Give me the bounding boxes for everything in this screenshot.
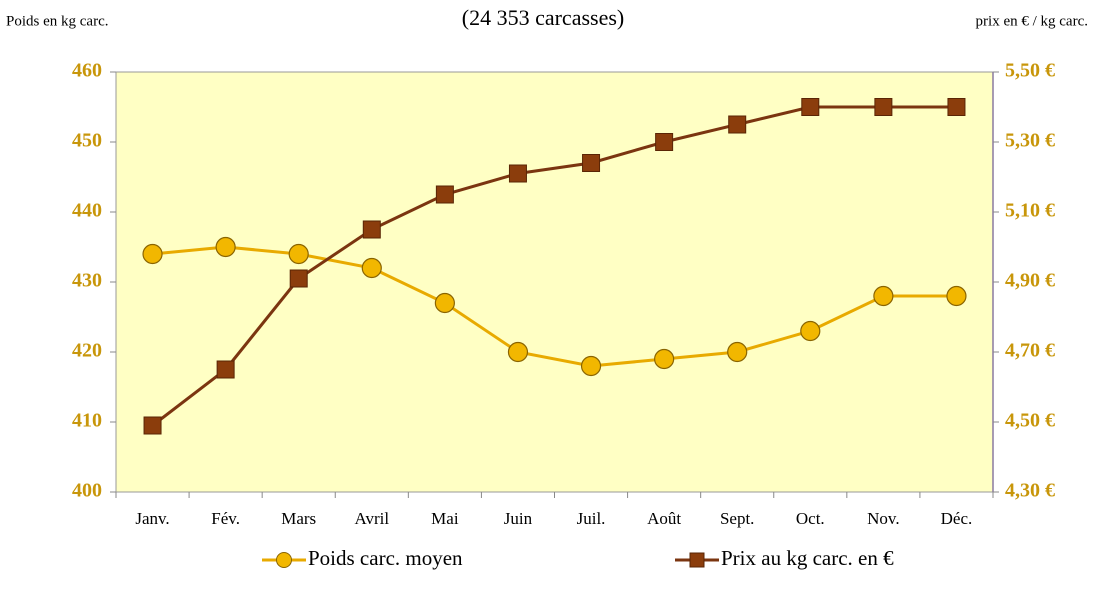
legend-label: Poids carc. moyen bbox=[308, 546, 463, 570]
plot-area bbox=[115, 71, 994, 493]
data-point bbox=[215, 236, 236, 258]
data-point bbox=[727, 341, 748, 363]
x-tick-label: Oct. bbox=[796, 509, 825, 528]
data-point bbox=[580, 355, 602, 377]
x-tick-label: Août bbox=[647, 509, 681, 528]
series-line bbox=[151, 105, 957, 427]
x-tick-label: Déc. bbox=[941, 509, 973, 528]
y-tick-label: 400 bbox=[72, 480, 102, 502]
legend-marker bbox=[689, 552, 705, 568]
x-tick-label: Nov. bbox=[867, 509, 899, 528]
data-point bbox=[508, 164, 527, 183]
x-tick-label: Juin bbox=[504, 509, 533, 528]
y2-axis-label: prix en € / kg carc. bbox=[976, 13, 1088, 29]
data-point bbox=[434, 292, 455, 314]
x-tick-label: Janv. bbox=[135, 509, 169, 528]
legend-marker bbox=[276, 552, 292, 568]
data-point bbox=[216, 360, 235, 379]
y2-tick-label: 5,50 € bbox=[1005, 60, 1055, 82]
y-axis-label: Poids en kg carc. bbox=[6, 13, 108, 29]
x-tick-label: Sept. bbox=[720, 509, 754, 528]
data-point bbox=[582, 154, 601, 172]
data-point bbox=[654, 348, 675, 370]
series-line bbox=[152, 245, 957, 368]
y2-tick-label: 5,30 € bbox=[1005, 130, 1055, 152]
data-point bbox=[801, 98, 820, 116]
data-point bbox=[800, 320, 821, 342]
y2-tick-label: 5,10 € bbox=[1005, 200, 1055, 222]
y-tick-label: 410 bbox=[72, 410, 102, 432]
y2-tick-label: 4,30 € bbox=[1005, 480, 1055, 502]
y-tick-label: 460 bbox=[72, 60, 102, 82]
data-point bbox=[947, 98, 966, 116]
data-point bbox=[362, 220, 381, 239]
y-tick-label: 450 bbox=[72, 130, 102, 152]
x-tick-label: Mars bbox=[281, 509, 316, 528]
legend-label: Prix au kg carc. en € bbox=[721, 546, 894, 570]
data-point bbox=[361, 257, 382, 279]
x-tick-label: Avril bbox=[354, 509, 389, 528]
x-tick-label: Juil. bbox=[577, 509, 606, 528]
data-point bbox=[288, 243, 309, 265]
data-point bbox=[728, 115, 747, 134]
data-point bbox=[946, 285, 967, 307]
data-point bbox=[143, 416, 162, 435]
y-tick-label: 420 bbox=[72, 340, 102, 362]
data-point bbox=[289, 269, 308, 288]
y-tick-label: 430 bbox=[72, 270, 102, 292]
y2-tick-label: 4,70 € bbox=[1005, 340, 1055, 362]
y-tick-label: 440 bbox=[72, 200, 102, 222]
data-point bbox=[655, 133, 674, 151]
y2-tick-label: 4,50 € bbox=[1005, 410, 1055, 432]
chart-title: (24 353 carcasses) bbox=[462, 5, 625, 30]
data-point bbox=[142, 243, 163, 265]
data-point bbox=[874, 98, 893, 116]
data-point bbox=[507, 341, 529, 363]
x-tick-label: Fév. bbox=[211, 509, 240, 528]
y2-tick-label: 4,90 € bbox=[1005, 270, 1055, 292]
x-tick-label: Mai bbox=[431, 509, 459, 528]
data-point bbox=[435, 185, 454, 204]
data-point bbox=[873, 285, 894, 307]
